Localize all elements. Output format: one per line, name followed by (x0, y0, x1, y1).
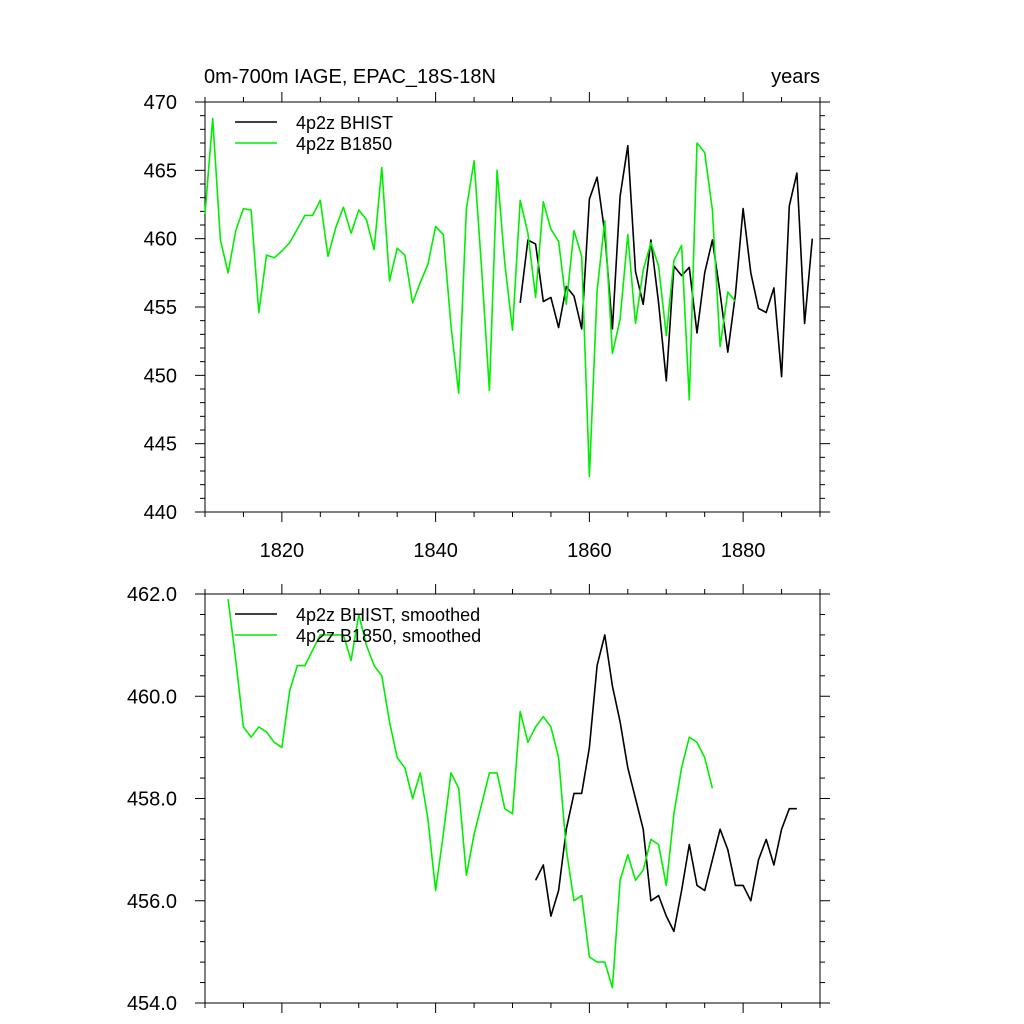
y-tick-label: 450 (144, 365, 177, 387)
y-tick-label: 465 (144, 160, 177, 182)
y-tick-label: 470 (144, 92, 177, 114)
chart-title: 0m-700m IAGE, EPAC_18S-18N (204, 66, 496, 88)
y-tick-label: 462.0 (127, 584, 177, 606)
y-tick-label: 455 (144, 297, 177, 319)
x-tick-label: 1860 (567, 540, 612, 562)
y-tick-label: 445 (144, 434, 177, 456)
y-tick-label: 456.0 (127, 891, 177, 913)
x-tick-label: 1820 (260, 540, 305, 562)
chart-units-label: years (771, 66, 820, 88)
bottom-chart-panel: 454.0 456.0 458.0 460.0 462.0 4p2z BHIST, smo… (127, 584, 830, 1015)
y-tick-label: 440 (144, 502, 177, 524)
legend-label: 4p2z BHIST (296, 113, 393, 133)
legend-label: 4p2z BHIST, smoothed (296, 605, 480, 625)
y-tick-label: 454.0 (127, 993, 177, 1015)
top-chart-panel: 0m-700m IAGE, EPAC_18S-18N years 1820 184… (144, 66, 830, 562)
legend-label: 4p2z B1850, smoothed (296, 626, 481, 646)
plot-frame (204, 101, 821, 513)
x-tick-label: 1880 (721, 540, 766, 562)
legend-label: 4p2z B1850 (296, 134, 392, 154)
series-line-bhist (519, 144, 814, 382)
y-tick-label: 460.0 (127, 686, 177, 708)
series-line-bhist (534, 634, 797, 933)
plot-frame (204, 593, 821, 1004)
y-tick-label: 458.0 (127, 789, 177, 811)
y-tick-label: 460 (144, 229, 177, 251)
x-tick-label: 1840 (413, 540, 458, 562)
series-line-b1850 (204, 117, 737, 478)
series-line-b1850 (227, 599, 714, 989)
